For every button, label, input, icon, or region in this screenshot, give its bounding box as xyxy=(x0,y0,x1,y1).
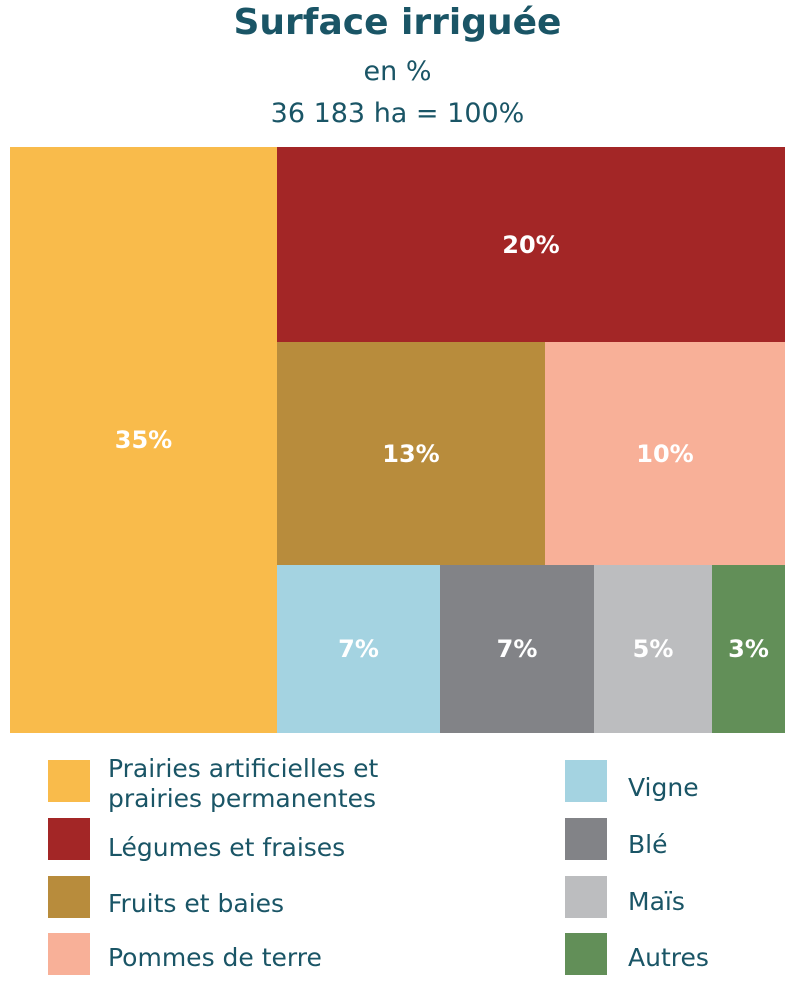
cell-label-vigne: 7% xyxy=(338,635,379,663)
legend-label-fruits: Fruits et baies xyxy=(108,889,285,918)
treemap-cell-fruits: 13% xyxy=(277,342,545,565)
chart-title: Surface irriguée xyxy=(233,2,562,43)
chart-subtitle: en % xyxy=(363,56,432,87)
treemap-cell-mais: 5% xyxy=(594,565,712,733)
cell-label-legumes: 20% xyxy=(502,230,560,259)
legend-label-legumes: Légumes et fraises xyxy=(108,833,346,862)
treemap-cell-prairies: 35% xyxy=(10,147,277,733)
legend-label-pommes: Pommes de terre xyxy=(108,943,322,972)
treemap-cell-vigne: 7% xyxy=(277,565,440,733)
legend-label-autres: Autres xyxy=(628,943,709,972)
legend-label-prairies: Prairies artificielles et prairies perma… xyxy=(108,754,378,814)
legend-swatch-fruits xyxy=(48,876,90,918)
cell-label-pommes: 10% xyxy=(636,439,694,468)
legend-swatch-legumes xyxy=(48,818,90,860)
cell-label-mais: 5% xyxy=(632,635,674,663)
legend-label-prairies-line2: prairies permanentes xyxy=(108,784,377,813)
cell-label-autres: 3% xyxy=(728,635,769,663)
treemap-cell-pommes: 10% xyxy=(545,342,785,565)
legend-swatch-ble xyxy=(565,818,607,860)
chart-total-label: 36 183 ha = 100% xyxy=(270,98,525,129)
cell-label-ble: 7% xyxy=(496,635,538,663)
cell-label-prairies: 35% xyxy=(114,426,173,454)
legend-label-ble: Blé xyxy=(628,830,668,859)
treemap-cell-legumes: 20% xyxy=(277,147,785,342)
legend-label-prairies-line1: Prairies artificielles et xyxy=(108,754,379,783)
legend-swatch-vigne xyxy=(565,760,607,802)
legend-swatch-autres xyxy=(565,933,607,975)
treemap-cell-ble: 7% xyxy=(440,565,594,733)
legend-label-vigne: Vigne xyxy=(628,773,699,802)
legend-swatch-mais xyxy=(565,876,607,918)
treemap-cell-autres: 3% xyxy=(712,565,785,733)
legend-swatch-prairies xyxy=(48,760,90,802)
legend-swatch-pommes xyxy=(48,933,90,975)
cell-label-fruits: 13% xyxy=(382,439,440,468)
legend-label-mais: Maïs xyxy=(628,887,685,916)
